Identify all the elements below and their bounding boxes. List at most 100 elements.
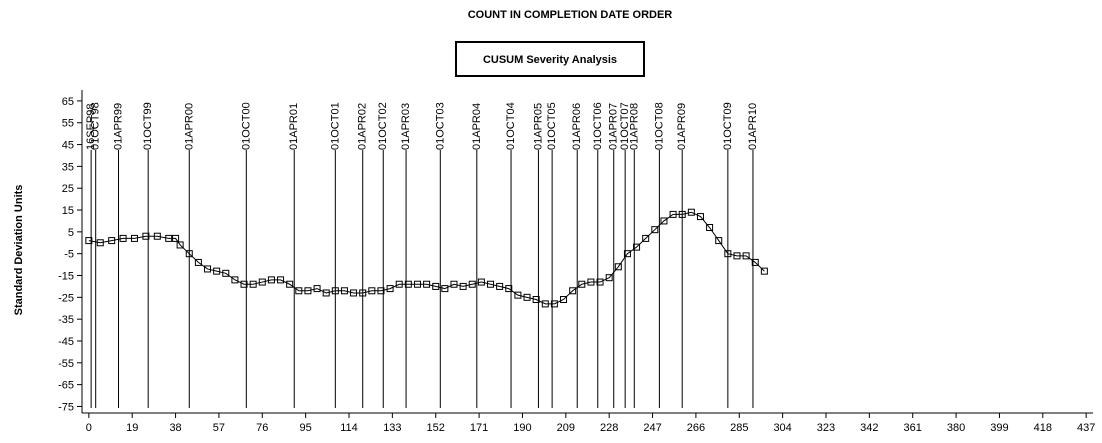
x-tick-label: 228 <box>600 422 618 434</box>
reference-label: 01APR08 <box>628 103 640 150</box>
y-tick-label: -55 <box>58 358 74 370</box>
data-point <box>96 239 104 247</box>
data-point <box>760 267 768 275</box>
data-point <box>368 287 376 295</box>
data-point <box>423 280 431 288</box>
y-tick-label: -25 <box>58 292 74 304</box>
x-tick-label: 0 <box>86 422 92 434</box>
chart-subtitle: CUSUM Severity Analysis <box>483 54 617 66</box>
subtitle-box <box>455 41 645 77</box>
data-point <box>633 243 641 251</box>
y-tick-label: -65 <box>58 380 74 392</box>
x-tick-label: 418 <box>1034 422 1052 434</box>
reference-label: 01OCT08 <box>653 102 665 150</box>
data-point <box>377 287 385 295</box>
data-point <box>85 237 93 245</box>
data-point <box>742 252 750 260</box>
data-point <box>441 285 449 293</box>
data-point <box>176 241 184 249</box>
x-tick-label: 19 <box>126 422 138 434</box>
x-tick-label: 437 <box>1077 422 1095 434</box>
data-point <box>496 282 504 290</box>
data-point <box>277 276 285 284</box>
data-point <box>751 258 759 266</box>
reference-label: 01APR99 <box>113 103 125 150</box>
data-point <box>222 269 230 277</box>
data-point <box>413 280 421 288</box>
data-point <box>395 280 403 288</box>
reference-label: 01OCT01 <box>329 102 341 150</box>
data-point <box>569 287 577 295</box>
reference-label: 01OCT02 <box>377 102 389 150</box>
reference-label: 01OCT07 <box>619 102 631 150</box>
x-tick-label: 209 <box>557 422 575 434</box>
data-point <box>331 287 339 295</box>
data-point <box>165 234 173 242</box>
x-tick-label: 38 <box>169 422 181 434</box>
data-point <box>660 217 668 225</box>
data-line <box>88 211 765 305</box>
data-point <box>678 210 686 218</box>
data-point <box>322 289 330 297</box>
x-tick-label: 323 <box>817 422 835 434</box>
x-tick-label: 171 <box>470 422 488 434</box>
reference-label: 01OCT00 <box>240 102 252 150</box>
data-point <box>249 280 257 288</box>
data-point <box>108 237 116 245</box>
x-tick-label: 361 <box>904 422 922 434</box>
y-tick-label: 35 <box>62 161 74 173</box>
x-tick-label: 380 <box>947 422 965 434</box>
data-point <box>532 296 540 304</box>
data-point <box>614 263 622 271</box>
x-tick-label: 57 <box>213 422 225 434</box>
data-point <box>623 250 631 258</box>
x-tick-label: 247 <box>643 422 661 434</box>
data-point <box>715 237 723 245</box>
data-point <box>240 280 248 288</box>
data-point <box>172 234 180 242</box>
data-point <box>505 285 513 293</box>
data-point <box>267 276 275 284</box>
x-tick-label: 152 <box>427 422 445 434</box>
reference-label: 01OCT98 <box>90 102 102 150</box>
data-point <box>295 287 303 295</box>
y-tick-label: 5 <box>68 227 74 239</box>
data-point <box>514 291 522 299</box>
data-point <box>724 250 732 258</box>
reference-label: 01OCT09 <box>722 102 734 150</box>
data-point <box>733 252 741 260</box>
data-point <box>550 300 558 308</box>
data-point <box>587 278 595 286</box>
data-point <box>706 223 714 231</box>
y-tick-label: 65 <box>62 96 74 108</box>
data-point <box>359 289 367 297</box>
data-point <box>432 282 440 290</box>
data-point <box>340 287 348 295</box>
y-tick-label: 15 <box>62 205 74 217</box>
reference-label: 01OCT06 <box>592 102 604 150</box>
y-tick-label: -35 <box>58 314 74 326</box>
data-point <box>468 280 476 288</box>
x-tick-label: 399 <box>990 422 1008 434</box>
y-tick-label: -5 <box>64 249 74 261</box>
data-point <box>350 289 358 297</box>
y-tick-label: 55 <box>62 118 74 130</box>
x-tick-label: 285 <box>730 422 748 434</box>
reference-label: 01APR04 <box>471 103 483 150</box>
x-tick-label: 342 <box>860 422 878 434</box>
data-point <box>153 232 161 240</box>
data-point <box>541 300 549 308</box>
data-point <box>605 274 613 282</box>
data-point <box>142 232 150 240</box>
data-point <box>651 226 659 234</box>
reference-label: 01APR09 <box>676 103 688 150</box>
y-tick-label: 45 <box>62 140 74 152</box>
x-tick-label: 114 <box>340 422 358 434</box>
reference-label: 01APR01 <box>288 103 300 150</box>
data-point <box>487 280 495 288</box>
data-point <box>313 285 321 293</box>
data-point <box>258 278 266 286</box>
data-point <box>304 287 312 295</box>
reference-label: 01OCT04 <box>505 102 517 150</box>
y-tick-label: -15 <box>58 271 74 283</box>
